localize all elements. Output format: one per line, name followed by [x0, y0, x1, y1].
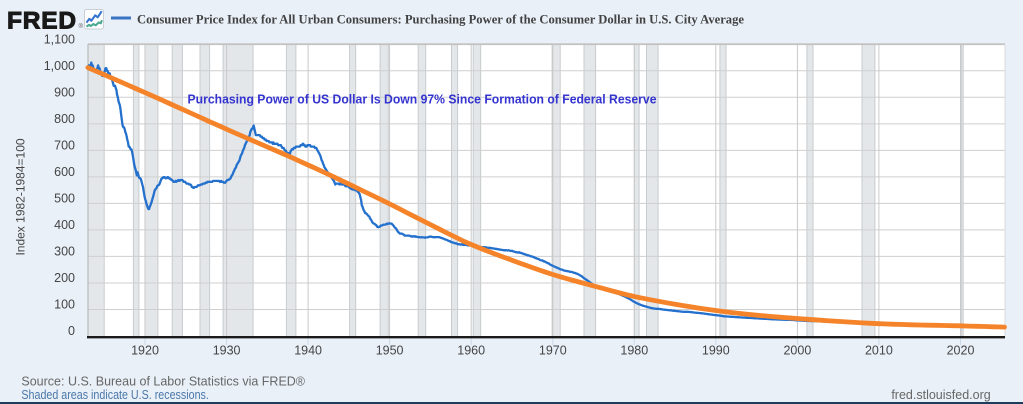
svg-text:Consumer Price Index for All U: Consumer Price Index for All Urban Consu… [137, 11, 744, 26]
svg-text:200: 200 [54, 271, 75, 285]
svg-text:1920: 1920 [131, 344, 159, 358]
svg-text:600: 600 [54, 165, 75, 179]
svg-text:300: 300 [54, 245, 75, 259]
svg-text:Source: U.S. Bureau of Labor S: Source: U.S. Bureau of Labor Statistics … [21, 374, 305, 388]
svg-text:900: 900 [54, 85, 75, 99]
svg-text:®: ® [79, 23, 84, 30]
svg-text:Purchasing Power of US Dollar: Purchasing Power of US Dollar Is Down 97… [188, 92, 657, 107]
svg-text:1980: 1980 [620, 344, 648, 358]
svg-text:1940: 1940 [294, 344, 322, 358]
svg-text:2010: 2010 [865, 344, 893, 358]
svg-text:700: 700 [54, 139, 75, 153]
svg-text:400: 400 [54, 218, 75, 232]
svg-text:100: 100 [54, 298, 75, 312]
svg-text:1950: 1950 [376, 344, 404, 358]
svg-text:Index 1982-1984=100: Index 1982-1984=100 [14, 138, 28, 255]
svg-text:0: 0 [68, 324, 75, 338]
svg-text:800: 800 [54, 112, 75, 126]
svg-text:Shaded areas indicate U.S. rec: Shaded areas indicate U.S. recessions. [21, 388, 209, 402]
svg-text:1990: 1990 [702, 344, 730, 358]
svg-text:1970: 1970 [539, 344, 567, 358]
svg-text:1,100: 1,100 [44, 32, 75, 46]
svg-text:1930: 1930 [213, 344, 241, 358]
svg-text:fred.stlouisfed.org: fred.stlouisfed.org [891, 388, 990, 402]
svg-text:FRED: FRED [7, 8, 77, 35]
svg-text:500: 500 [54, 192, 75, 206]
svg-text:2000: 2000 [783, 344, 811, 358]
svg-text:2020: 2020 [947, 344, 975, 358]
svg-text:1960: 1960 [457, 344, 485, 358]
svg-text:1,000: 1,000 [44, 59, 75, 73]
